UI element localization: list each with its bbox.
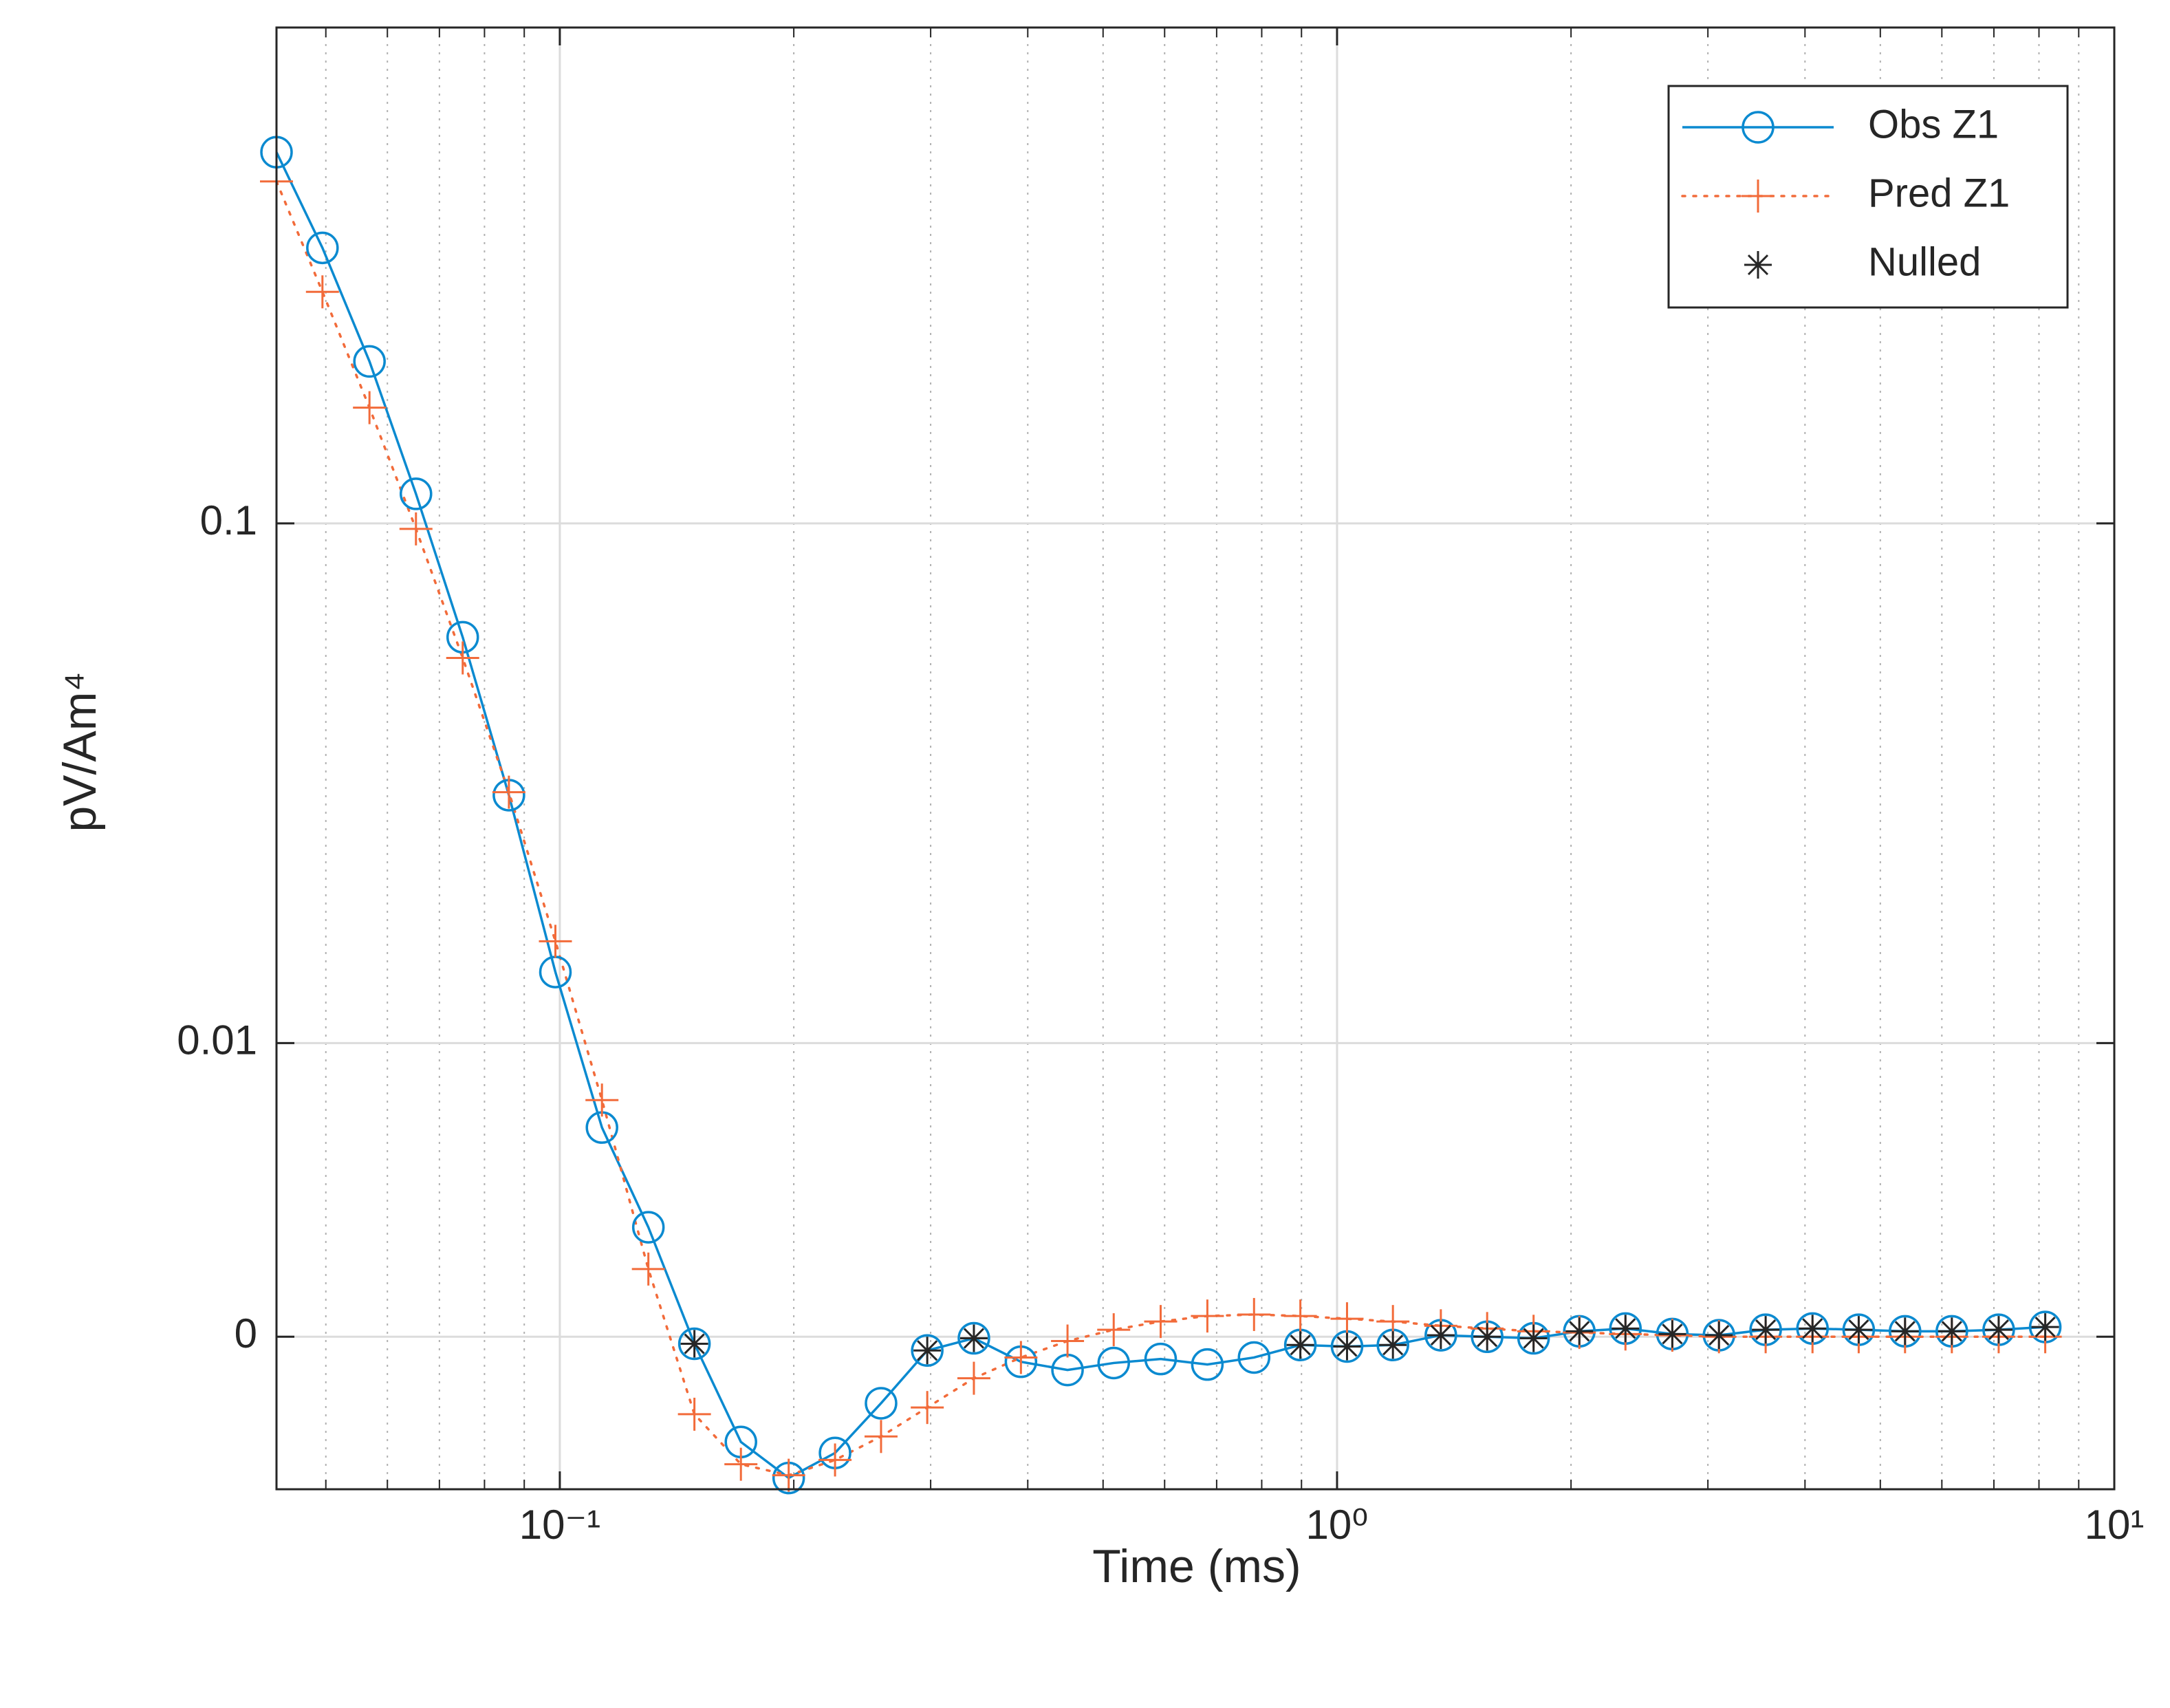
marker-stroke (1708, 1325, 1730, 1346)
legend-label: Pred Z1 (1868, 171, 2010, 215)
plus-marker (1283, 1299, 1317, 1333)
y-tick-label: 0 (235, 1310, 257, 1356)
circle-marker (865, 1387, 898, 1420)
asterisk-marker (1473, 1323, 1501, 1351)
legend-label: Nulled (1868, 239, 1981, 284)
marker-stroke (963, 1328, 985, 1349)
asterisk-marker (1984, 1316, 2012, 1344)
plus-marker (305, 275, 339, 309)
marker-stroke (1755, 1319, 1777, 1341)
plus-marker (818, 1443, 852, 1477)
asterisk-marker (959, 1324, 988, 1352)
plus-marker (1051, 1324, 1085, 1358)
plus-marker (1237, 1297, 1271, 1331)
plus-marker (585, 1083, 619, 1117)
marker-stroke (1615, 1318, 1636, 1339)
plus-marker (1330, 1302, 1364, 1336)
plus-marker (1097, 1313, 1131, 1347)
plus-marker (399, 512, 433, 545)
asterisk-marker (1565, 1317, 1594, 1345)
asterisk-marker (1744, 251, 1772, 279)
asterisk-marker (1333, 1332, 1361, 1361)
marker-stroke (1569, 1321, 1590, 1342)
marker-stroke (1747, 254, 1769, 276)
asterisk-marker (1379, 1331, 1407, 1359)
asterisk-marker (1891, 1317, 1919, 1345)
plus-marker (677, 1397, 711, 1431)
marker-stroke (1523, 1328, 1544, 1349)
plus-marker (772, 1458, 805, 1492)
circle-marker (631, 1211, 665, 1244)
plus-marker (1144, 1305, 1178, 1339)
marker-stroke (917, 1340, 938, 1361)
marker-stroke (1336, 1336, 1358, 1357)
y-axis-label: pV/Am⁴ (54, 671, 106, 832)
grid (276, 28, 2116, 1489)
plus-marker (539, 925, 572, 958)
plus-marker (957, 1361, 990, 1395)
circle-marker (911, 1334, 944, 1368)
marker-stroke (1430, 1325, 1451, 1346)
circle-marker (1144, 1342, 1178, 1376)
asterisk-marker (1845, 1316, 1873, 1344)
plus-marker (1742, 180, 1775, 213)
asterisk-marker (1612, 1315, 1640, 1343)
x-axis-label: Time (ms) (1092, 1540, 1301, 1592)
y-tick-label: 0.1 (200, 497, 257, 543)
asterisk-marker (680, 1330, 708, 1358)
asterisk-marker (1799, 1315, 1827, 1343)
asterisk-marker (1426, 1321, 1455, 1350)
legend-box (1667, 85, 2069, 309)
marker-stroke (1802, 1318, 1823, 1339)
legend: Obs Z1 Pred Z1 Nulled (1667, 85, 2069, 309)
marker-stroke (1988, 1319, 2009, 1341)
circle-marker (400, 477, 433, 510)
plus-marker (864, 1420, 898, 1453)
asterisk-marker (1519, 1324, 1548, 1352)
marker-stroke (1477, 1326, 1498, 1348)
circle-marker (677, 1327, 711, 1361)
marker-stroke (2035, 1317, 2056, 1338)
circle-marker (957, 1321, 990, 1355)
asterisk-marker (1705, 1321, 1733, 1350)
axes-box (275, 26, 2116, 1491)
circle-marker (353, 345, 386, 378)
marker-stroke (1662, 1323, 1683, 1345)
circle-marker (1237, 1341, 1271, 1374)
x-tick-label: 10⁻¹ (519, 1502, 600, 1548)
asterisk-marker (913, 1337, 942, 1365)
marker-stroke (1382, 1334, 1404, 1356)
circle-marker (1191, 1348, 1224, 1381)
plus-marker (724, 1447, 758, 1481)
marker-stroke (1290, 1334, 1311, 1356)
x-tick-label: 10⁰ (1306, 1502, 1369, 1548)
plus-marker (631, 1252, 665, 1286)
y-tick-label: 0.01 (177, 1017, 257, 1063)
plus-marker (1004, 1341, 1038, 1374)
asterisk-marker (1286, 1331, 1314, 1359)
marker-stroke (684, 1333, 705, 1354)
asterisk-marker (1752, 1316, 1780, 1344)
circle-marker (1742, 111, 1775, 144)
plot-area (260, 136, 2062, 1495)
marker-stroke (1941, 1321, 1962, 1342)
plus-marker (492, 775, 525, 809)
plus-marker (353, 391, 387, 424)
plus-marker (446, 641, 479, 675)
legend-label: Obs Z1 (1868, 102, 1999, 147)
x-tick-label: 10¹ (2085, 1502, 2145, 1548)
asterisk-marker (1658, 1320, 1686, 1348)
asterisk-marker (1938, 1317, 1966, 1345)
circle-marker (306, 231, 339, 265)
plus-marker (911, 1391, 944, 1425)
marker-stroke (1848, 1319, 1869, 1341)
circle-marker (1097, 1346, 1130, 1380)
marker-stroke (1894, 1321, 1916, 1342)
plus-marker (1191, 1299, 1224, 1333)
asterisk-marker (2031, 1313, 2059, 1341)
